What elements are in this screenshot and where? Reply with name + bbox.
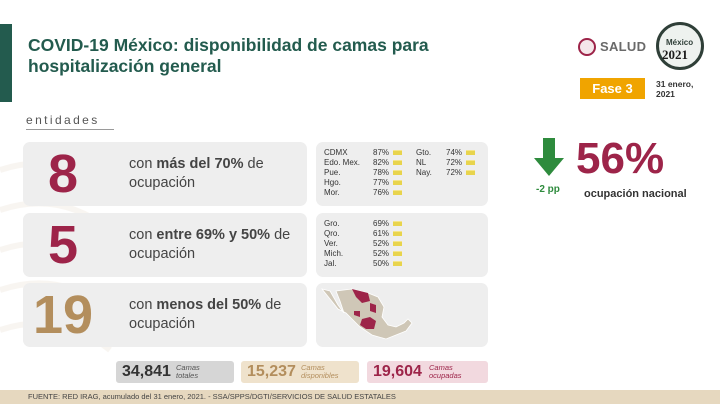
available-beds-value: 15,237 [247, 363, 296, 380]
available-beds-badge: 15,237 Camas disponibles [241, 361, 359, 383]
salud-logo-text: SALUD [600, 39, 647, 54]
section-divider [26, 129, 114, 130]
mexico-2021-logo: México 2021 [652, 22, 708, 74]
available-beds-label: Camas disponibles [301, 363, 339, 380]
state-row: Jal. 50% [324, 259, 404, 268]
mexico-map-panel [316, 283, 488, 347]
state-row: CDMX 87% [324, 148, 404, 157]
category-panel-high: 8 con más del 70% de ocupación [23, 142, 307, 206]
seal-icon [578, 38, 596, 56]
down-arrow-icon [534, 138, 564, 176]
category-count: 19 [32, 285, 94, 345]
state-row: Gto. 74% [416, 148, 484, 157]
state-row: Ver. 52% [324, 239, 404, 248]
source-text: FUENTE: RED IRAG, acumulado del 31 enero… [28, 392, 396, 401]
report-date: 31 enero, 2021 [656, 79, 694, 99]
occupied-beds-label: Camas ocupadas [429, 363, 462, 380]
category-count: 5 [47, 215, 79, 275]
states-high-list: CDMX 87% Edo. Mex. 82% Pue. 78% Hgo. 77% Mor… [316, 142, 488, 206]
emblem-icon [656, 22, 704, 70]
category-description: con entre 69% y 50% de ocupación [129, 227, 291, 262]
mexico-logo-word: México [666, 38, 694, 47]
state-row: Gro. 69% [324, 219, 404, 228]
category-panel-mid: 5 con entre 69% y 50% de ocupación [23, 213, 307, 277]
national-change: -2 pp [536, 184, 560, 195]
mexico-logo-year: 2021 [662, 47, 688, 62]
states-mid-list: Gro. 69% Qro. 61% Ver. 52% Mich. 52% Jal. 50% [316, 213, 488, 277]
accent-bar [0, 24, 12, 102]
total-beds-label: Camas totales [176, 363, 200, 380]
state-row: Mor. 76% [324, 188, 404, 197]
page-title: COVID-19 México: disponibilidad de camas… [28, 35, 429, 76]
total-beds-badge: 34,841 Camas totales [116, 361, 234, 383]
category-description: con menos del 50% de ocupación [129, 297, 282, 332]
occupied-beds-value: 19,604 [373, 363, 422, 380]
state-row: Nay. 72% [416, 168, 484, 177]
national-occupancy: 56% [576, 134, 665, 183]
mexico-map-icon [320, 288, 413, 340]
state-row: Qro. 61% [324, 229, 404, 238]
fase-badge: Fase 3 [580, 78, 645, 99]
salud-logo: SALUD [578, 37, 648, 57]
state-row: NL 72% [416, 158, 484, 167]
occupied-beds-badge: 19,604 Camas ocupadas [367, 361, 488, 383]
source-footer: FUENTE: RED IRAG, acumulado del 31 enero… [0, 390, 720, 404]
state-row: Hgo. 77% [324, 178, 404, 187]
total-beds-value: 34,841 [122, 363, 171, 380]
section-label: entidades [26, 113, 100, 127]
category-description: con más del 70% de ocupación [129, 156, 264, 191]
state-row: Mich. 52% [324, 249, 404, 258]
category-panel-low: 19 con menos del 50% de ocupación [23, 283, 307, 347]
state-row: Pue. 78% [324, 168, 404, 177]
national-occupancy-label: ocupación nacional [584, 188, 687, 200]
category-count: 8 [47, 144, 79, 204]
state-row: Edo. Mex. 82% [324, 158, 404, 167]
